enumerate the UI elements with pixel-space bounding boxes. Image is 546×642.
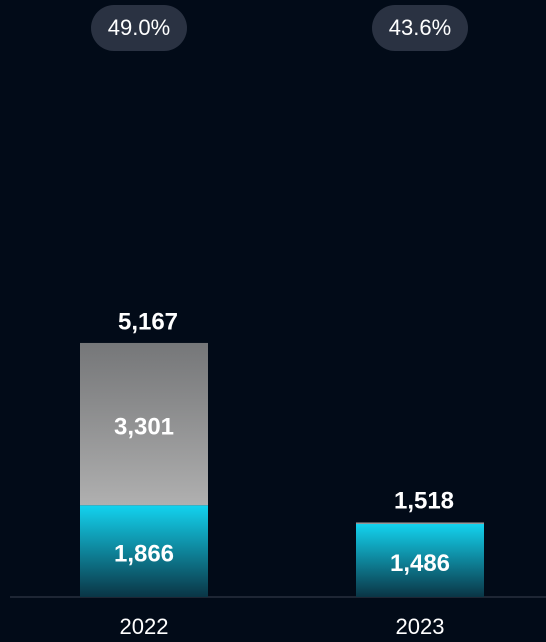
percent-pill (91, 5, 187, 51)
bar-segment (80, 505, 208, 597)
percent-pill (372, 5, 468, 51)
bar-segment (80, 342, 208, 506)
x-tick-label: 2023 (396, 614, 445, 639)
percent-label: 43.6% (389, 15, 451, 40)
bar-segment (356, 522, 484, 524)
x-tick-label: 2022 (120, 614, 169, 639)
percent-label: 49.0% (108, 15, 170, 40)
segment-label: 1,866 (114, 540, 174, 567)
segment-label: 3,301 (114, 413, 174, 440)
bar-segment (356, 523, 484, 597)
segment-label: 1,486 (390, 550, 450, 577)
total-label: 1,518 (394, 488, 454, 515)
total-label: 5,167 (118, 308, 178, 335)
